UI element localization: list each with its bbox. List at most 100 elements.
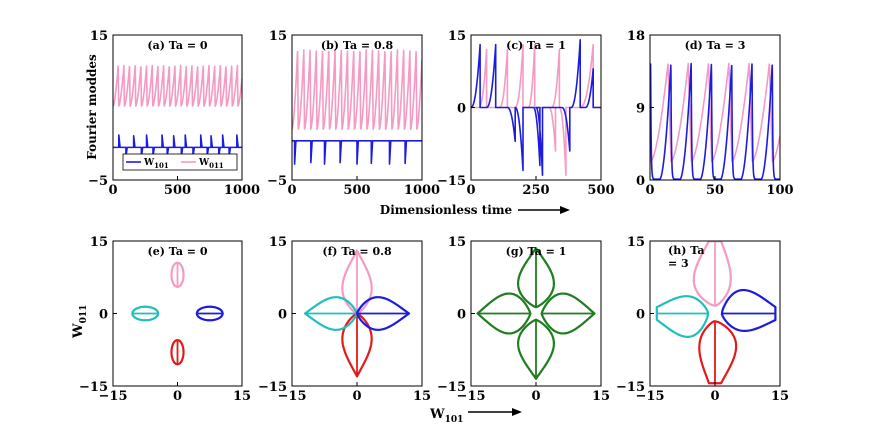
legend-label-w011: W011 <box>198 158 224 170</box>
x-tick-label-c: 250 <box>522 183 549 198</box>
panel-title-g: (g) Ta = 1 <box>506 245 567 258</box>
y-axis-label-bottom: W011 <box>71 305 89 339</box>
plot-area-d <box>650 62 780 180</box>
x-tick-label-h: 0 <box>710 389 719 404</box>
panel-title-b: (b) Ta = 0.8 <box>321 39 394 52</box>
panel-d: 0 50 100 0 9 18 (d) Ta = 3 <box>627 29 794 198</box>
legend-label-w101: W101 <box>143 158 169 170</box>
legend-label-w011-sub: 011 <box>209 161 224 170</box>
x-tick-label-f: 15 <box>413 389 431 404</box>
y-tick-label-a: −5 <box>88 174 108 189</box>
series-w011-b <box>292 48 422 131</box>
y-tick-label-h: 0 <box>636 308 645 323</box>
y-tick-label-d: 18 <box>627 29 645 44</box>
orbit-cyan-h <box>655 295 710 338</box>
x-axis-arrowhead-top <box>560 206 570 214</box>
y-tick-label-f: 0 <box>278 308 287 323</box>
legend-box <box>122 153 238 171</box>
panel-title-d: (d) Ta = 3 <box>685 39 746 52</box>
x-tick-label-e: 0 <box>173 389 182 404</box>
y-axis-label-bottom-sub: 011 <box>79 305 89 324</box>
x-tick-label-b: 0 <box>287 183 296 198</box>
x-axis-arrowhead-bottom <box>512 408 522 416</box>
panel-f: −15 0 15 −15 0 15 (f) Ta = 0.8 <box>258 235 431 404</box>
orbit-w011-e <box>170 261 185 289</box>
plot-area-b <box>292 48 422 165</box>
panel-b: 0 500 1000 −5 15 (b) Ta = 0.8 <box>267 29 440 198</box>
x-axis-label-bottom-main: W <box>429 407 445 422</box>
y-tick-label-f: −15 <box>258 380 287 395</box>
orbit-red-e <box>170 338 185 366</box>
series-w101-b <box>292 140 422 165</box>
legend-label-w101-sub: 101 <box>154 161 169 170</box>
legend-label-w101-main: W <box>143 158 155 168</box>
y-tick-label-g: 0 <box>457 308 466 323</box>
orbit-red-h <box>698 320 738 385</box>
panel-e: −15 0 15 −15 0 15 (e) Ta = 0 <box>79 235 251 404</box>
legend-label-w011-main: W <box>198 158 210 168</box>
orbit-w101-h <box>720 288 777 332</box>
x-tick-label-f: 0 <box>352 389 361 404</box>
x-tick-label-e: 15 <box>233 389 251 404</box>
x-tick-label-d: 0 <box>645 183 654 198</box>
plot-area-a <box>113 64 242 158</box>
y-tick-label-b: −5 <box>267 174 287 189</box>
y-tick-label-c: 15 <box>448 29 466 44</box>
x-tick-label-d: 50 <box>706 183 724 198</box>
y-tick-label-d: 9 <box>636 102 645 117</box>
panel-h: −15 0 15 −15 0 15 (h) Ta= 3 <box>616 235 789 404</box>
x-tick-label-a: 0 <box>108 183 117 198</box>
y-tick-label-d: 0 <box>636 174 645 189</box>
x-tick-label-b: 1000 <box>404 183 440 198</box>
y-tick-label-b: 15 <box>269 29 287 44</box>
x-axis-label-bottom: W101 <box>429 407 463 425</box>
y-tick-label-e: −15 <box>79 380 108 395</box>
panel-title-e: (e) Ta = 0 <box>147 245 207 258</box>
plot-area-f <box>303 249 411 378</box>
x-axis-label-bottom-sub: 101 <box>445 415 464 425</box>
panel-title-a: (a) Ta = 0 <box>147 39 208 52</box>
x-tick-label-g: −15 <box>457 389 486 404</box>
y-tick-label-h: 15 <box>627 235 645 250</box>
x-tick-label-f: −15 <box>278 389 307 404</box>
series-w011-a <box>113 64 242 107</box>
plot-area-e <box>131 261 224 366</box>
y-tick-label-e: 15 <box>90 235 108 250</box>
y-tick-label-c: 0 <box>457 102 466 117</box>
series-w101-a <box>113 134 242 158</box>
y-tick-label-c: −15 <box>437 174 466 189</box>
series-w011-c <box>471 43 601 176</box>
y-axis-label-top: Fourier moddes <box>85 54 99 160</box>
y-tick-label-g: 15 <box>448 235 466 250</box>
x-tick-label-e: −15 <box>99 389 128 404</box>
plot-area-c <box>471 39 601 176</box>
x-tick-label-d: 100 <box>766 183 793 198</box>
panel-title-h: (h) Ta <box>668 244 705 257</box>
panel-title-c: (c) Ta = 1 <box>506 39 566 52</box>
panel-g: −15 0 15 −15 0 15 (g) Ta = 1 <box>437 235 610 404</box>
x-tick-label-g: 15 <box>592 389 610 404</box>
x-axis-label-top: Dimensionless time <box>380 203 513 217</box>
x-tick-label-a: 1000 <box>224 183 260 198</box>
x-tick-label-g: 0 <box>531 389 540 404</box>
panel-title-f: (f) Ta = 0.8 <box>322 245 392 258</box>
series-w101-c <box>471 39 601 176</box>
y-tick-label-a: 15 <box>90 29 108 44</box>
x-tick-label-c: 0 <box>466 183 475 198</box>
x-tick-label-h: −15 <box>636 389 665 404</box>
x-tick-label-a: 500 <box>164 183 191 198</box>
x-tick-label-h: 15 <box>771 389 789 404</box>
x-tick-label-b: 500 <box>343 183 370 198</box>
y-tick-label-e: 0 <box>99 308 108 323</box>
plot-area-g <box>476 247 596 380</box>
y-tick-label-h: −15 <box>616 380 645 395</box>
y-axis-label-bottom-main: W <box>71 323 86 339</box>
y-tick-label-f: 15 <box>269 235 287 250</box>
y-tick-label-g: −15 <box>437 380 466 395</box>
x-tick-label-c: 500 <box>587 183 614 198</box>
panel-title2-h: = 3 <box>668 257 689 270</box>
